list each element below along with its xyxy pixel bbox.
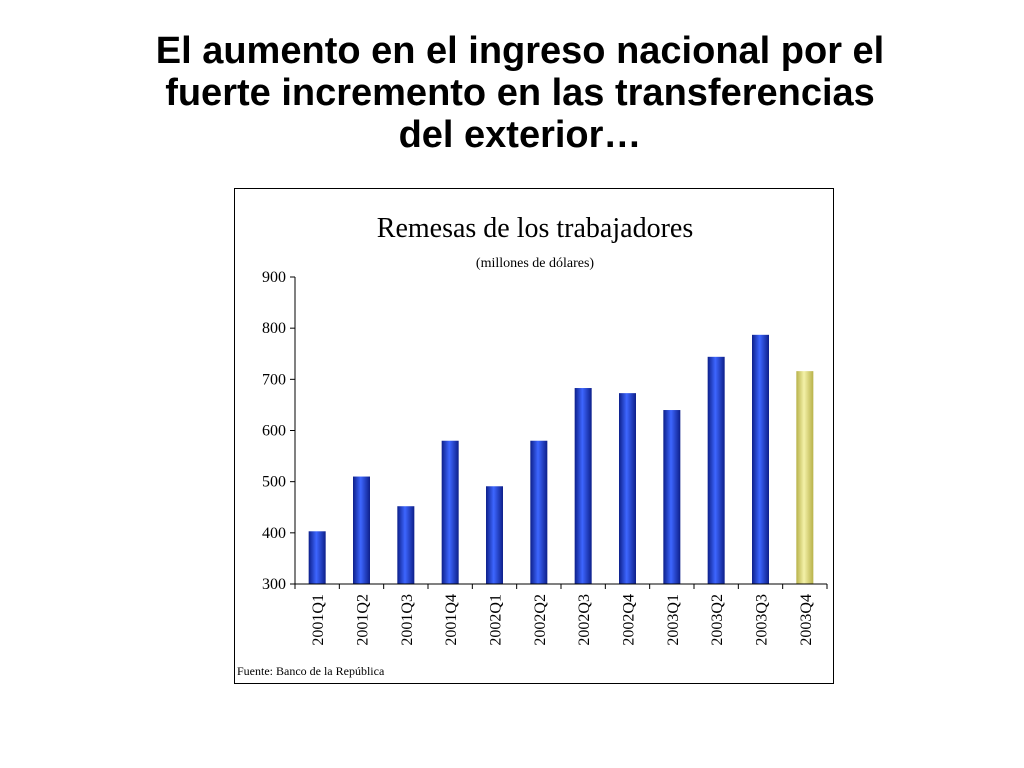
slide-title: El aumento en el ingreso nacional por el…: [120, 30, 920, 156]
bar: [530, 440, 548, 584]
x-tick-label: 2003Q2: [709, 594, 726, 646]
x-tick-label: 2003Q3: [754, 594, 771, 646]
x-tick-label: 2002Q3: [576, 594, 593, 646]
y-tick-label: 900: [262, 269, 286, 286]
chart-title: Remesas de los trabajadores: [377, 213, 693, 244]
bar-highlighted: [796, 371, 814, 584]
source-note: Fuente: Banco de la República: [237, 664, 385, 678]
bar: [663, 410, 681, 584]
y-tick-label: 300: [262, 576, 286, 593]
y-tick-label: 500: [262, 474, 286, 491]
bar: [707, 356, 725, 584]
y-tick-label: 800: [262, 320, 286, 337]
x-tick-label: 2001Q1: [310, 594, 327, 646]
y-axis: 300 400 500 600 700 800 900: [262, 269, 296, 593]
chart-subtitle: (millones de dólares): [476, 256, 595, 271]
x-tick-label: 2003Q4: [798, 594, 815, 646]
slide-title-line-2: fuerte incremento en las transferencias: [165, 72, 875, 114]
x-tick-label: 2003Q1: [665, 594, 682, 646]
x-tick-label: 2002Q4: [621, 594, 638, 646]
bar: [353, 476, 370, 584]
chart-canvas: Remesas de los trabajadores (millones de…: [262, 213, 828, 646]
x-tick-label: 2002Q1: [488, 594, 505, 646]
slide-title-line-3: del exterior…: [398, 114, 642, 156]
bar: [574, 388, 592, 584]
x-tick-label: 2002Q2: [532, 594, 549, 646]
bar: [441, 440, 459, 584]
y-tick-label: 700: [262, 371, 286, 388]
x-axis: 2001Q1 2001Q2 2001Q3 2001Q4 2002Q1 2002Q2 2002…: [294, 583, 828, 646]
bar: [752, 334, 769, 584]
bar: [397, 506, 415, 584]
bar: [308, 531, 326, 584]
bars: [308, 334, 814, 584]
x-tick-label: 2001Q2: [355, 594, 372, 646]
slide-title-line-1: El aumento en el ingreso nacional por el: [155, 30, 885, 72]
y-tick-label: 600: [262, 423, 286, 440]
y-tick-label: 400: [262, 525, 286, 542]
remittances-bar-chart: Remesas de los trabajadores (millones de…: [234, 188, 834, 684]
x-tick-label: 2001Q4: [443, 594, 460, 646]
bar: [486, 486, 503, 584]
bar: [619, 393, 636, 584]
x-tick-label: 2001Q3: [399, 594, 416, 646]
